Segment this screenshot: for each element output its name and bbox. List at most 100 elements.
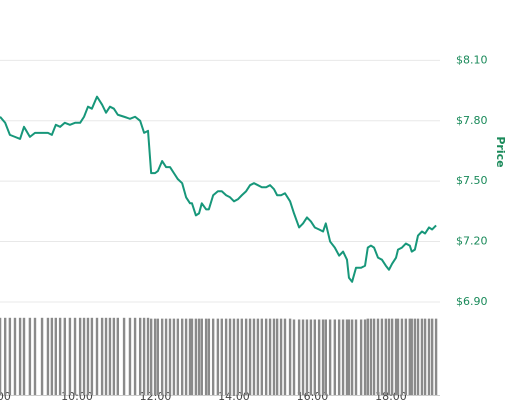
volume-bar <box>292 319 296 395</box>
volume-bar <box>78 317 82 395</box>
volume-bar <box>260 318 264 395</box>
volume-bar <box>366 318 369 395</box>
y-tick-label: $7.80 <box>456 114 488 127</box>
volume-bar <box>376 318 380 395</box>
volume-bar <box>305 319 309 395</box>
volume-bar <box>400 318 404 395</box>
volume-bar <box>8 317 12 395</box>
volume-bar <box>416 318 420 395</box>
volume-bar <box>22 317 26 395</box>
volume-bar <box>350 319 354 395</box>
volume-bar <box>172 318 176 395</box>
y-tick-label: $7.20 <box>456 235 488 248</box>
volume-bar <box>390 318 394 395</box>
volume-bar <box>112 317 116 395</box>
volume-bar <box>244 318 248 395</box>
volume-bar <box>328 319 332 395</box>
volume-bar <box>3 317 7 395</box>
volume-bar <box>410 318 413 395</box>
volume-bar <box>224 318 228 395</box>
volume-bar <box>275 318 279 395</box>
volume-bar <box>204 318 208 395</box>
volume-bar <box>28 317 32 395</box>
volume-bar <box>54 317 57 395</box>
volume-bar <box>324 319 327 395</box>
volume-bar <box>430 318 434 395</box>
volume-bar <box>160 318 164 395</box>
volume-bar <box>345 319 349 395</box>
volume-bar <box>372 318 376 395</box>
volume-bar <box>297 319 301 395</box>
volume-bar <box>309 319 313 395</box>
volume-bar <box>142 317 146 395</box>
volume-bar <box>268 318 272 395</box>
volume-bar <box>46 317 50 395</box>
volume-bar <box>197 318 201 395</box>
volume-bar <box>341 319 345 395</box>
volume-bar <box>387 318 391 395</box>
volume-bar <box>423 318 427 395</box>
volume-bar <box>194 318 198 395</box>
volume-bar <box>228 318 232 395</box>
volume-bar <box>153 318 157 395</box>
volume-bar <box>359 319 363 395</box>
y-tick-label: $6.90 <box>456 295 488 308</box>
volume-bar <box>232 318 236 395</box>
volume-bar <box>168 318 172 395</box>
volume-bar <box>288 318 292 395</box>
volume-bar <box>272 318 276 395</box>
volume-bar <box>317 319 321 395</box>
volume-bar <box>252 318 256 395</box>
volume-bar <box>207 318 211 395</box>
volume-bar <box>128 317 132 395</box>
volume-bar <box>156 318 160 395</box>
volume-bar <box>58 317 62 395</box>
volume-bar <box>236 318 240 395</box>
volume-bar <box>248 318 252 395</box>
volume-bar <box>164 318 168 395</box>
volume-bar <box>50 317 54 395</box>
volume-bar <box>434 318 438 395</box>
y-axis-label: Price <box>494 136 507 167</box>
volume-bar <box>283 318 287 395</box>
volume-bar <box>133 317 137 395</box>
volume-bar <box>220 318 224 395</box>
volume-bar <box>256 318 260 395</box>
volume-bar <box>240 318 244 395</box>
volume-bar <box>188 318 192 395</box>
volume-bar <box>82 317 86 395</box>
y-tick-label: $7.50 <box>456 174 488 187</box>
volume-bar <box>116 317 120 395</box>
volume-bar <box>90 317 94 395</box>
y-tick-label: $8.10 <box>456 53 488 66</box>
volume-bar <box>394 318 398 395</box>
volume-bar <box>184 318 188 395</box>
volume-bar <box>396 318 400 395</box>
volume-bar <box>73 317 77 395</box>
volume-bar <box>190 318 194 395</box>
volume-bar <box>420 318 424 395</box>
x-tick-label: 8:00 <box>0 390 11 403</box>
volume-bar <box>40 317 44 395</box>
volume-bar <box>86 317 90 395</box>
volume-bar <box>337 319 341 395</box>
volume-bar <box>313 319 317 395</box>
volume-bar <box>149 318 153 395</box>
volume-bar <box>122 317 126 395</box>
volume-bar <box>138 317 142 395</box>
volume-bar <box>18 317 22 395</box>
volume-bar <box>427 318 431 395</box>
volume-bar <box>63 317 67 395</box>
volume-bar <box>279 318 283 395</box>
volume-bar <box>384 318 388 395</box>
volume-bar <box>321 319 325 395</box>
volume-bar <box>404 318 408 395</box>
volume-bar <box>33 317 37 395</box>
volume-bar <box>347 319 351 395</box>
x-tick-label: 16:00 <box>297 390 329 403</box>
volume-bar <box>95 317 99 395</box>
volume-bar <box>408 318 411 395</box>
volume-bar <box>354 319 358 395</box>
volume-bar <box>104 317 108 395</box>
